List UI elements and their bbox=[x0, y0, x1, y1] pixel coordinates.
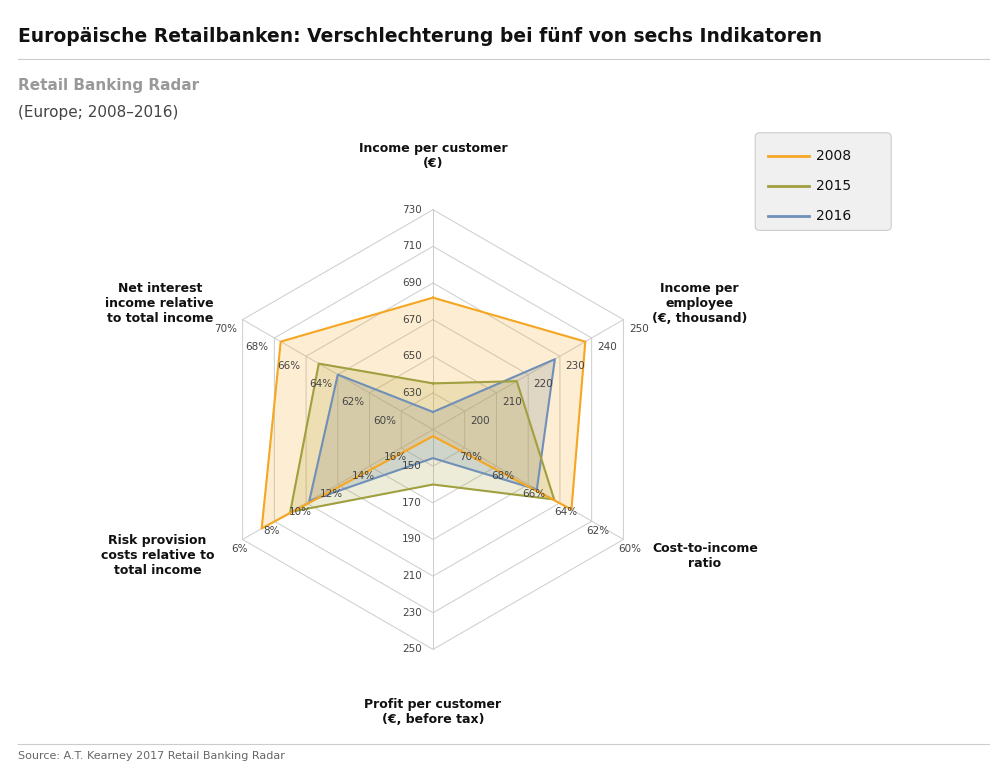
Text: 70%: 70% bbox=[459, 452, 482, 462]
Text: 68%: 68% bbox=[246, 343, 269, 352]
Text: 200: 200 bbox=[470, 415, 489, 426]
Text: 12%: 12% bbox=[320, 489, 343, 499]
Text: Income per customer
(€): Income per customer (€) bbox=[358, 142, 508, 170]
Text: Net interest
income relative
to total income: Net interest income relative to total in… bbox=[106, 282, 214, 325]
Text: 62%: 62% bbox=[586, 526, 609, 536]
Text: 8%: 8% bbox=[264, 526, 280, 536]
Text: Profit per customer
(€, before tax): Profit per customer (€, before tax) bbox=[365, 697, 501, 726]
Text: 690: 690 bbox=[402, 278, 422, 288]
Text: 710: 710 bbox=[402, 241, 422, 251]
Text: 16%: 16% bbox=[384, 452, 407, 462]
Text: 250: 250 bbox=[629, 324, 649, 334]
Text: 2008: 2008 bbox=[816, 149, 851, 163]
Text: 210: 210 bbox=[501, 398, 522, 408]
Text: 68%: 68% bbox=[491, 471, 515, 480]
Text: Europäische Retailbanken: Verschlechterung bei fünf von sechs Indikatoren: Europäische Retailbanken: Verschlechteru… bbox=[18, 27, 823, 46]
Text: 220: 220 bbox=[534, 379, 554, 389]
Text: Income per
employee
(€, thousand): Income per employee (€, thousand) bbox=[652, 282, 747, 325]
Polygon shape bbox=[309, 359, 555, 501]
Text: 170: 170 bbox=[402, 497, 422, 508]
Text: 210: 210 bbox=[402, 571, 422, 581]
Text: 10%: 10% bbox=[289, 508, 311, 517]
Text: 64%: 64% bbox=[555, 508, 578, 517]
Text: 60%: 60% bbox=[618, 544, 640, 554]
Text: 230: 230 bbox=[402, 608, 422, 618]
Polygon shape bbox=[290, 364, 554, 512]
Text: 70%: 70% bbox=[214, 324, 237, 334]
Text: 190: 190 bbox=[402, 534, 422, 544]
Text: (Europe; 2008–2016): (Europe; 2008–2016) bbox=[18, 105, 178, 120]
Text: 60%: 60% bbox=[373, 415, 396, 426]
Text: 730: 730 bbox=[402, 205, 422, 215]
Text: 66%: 66% bbox=[278, 361, 300, 371]
Text: 14%: 14% bbox=[351, 471, 375, 480]
Text: 64%: 64% bbox=[309, 379, 332, 389]
Text: 630: 630 bbox=[402, 388, 422, 398]
Text: 62%: 62% bbox=[341, 398, 365, 408]
Text: Risk provision
costs relative to
total income: Risk provision costs relative to total i… bbox=[101, 534, 214, 577]
Text: 2016: 2016 bbox=[816, 209, 851, 223]
Text: 150: 150 bbox=[402, 462, 422, 471]
Text: 6%: 6% bbox=[232, 544, 248, 554]
Text: Cost-to-income
ratio: Cost-to-income ratio bbox=[652, 542, 758, 570]
Text: Retail Banking Radar: Retail Banking Radar bbox=[18, 78, 199, 93]
Text: 2015: 2015 bbox=[816, 179, 851, 193]
Text: 66%: 66% bbox=[523, 489, 546, 499]
Polygon shape bbox=[262, 298, 585, 529]
Text: 650: 650 bbox=[402, 351, 422, 362]
Text: 230: 230 bbox=[566, 361, 585, 371]
Text: 670: 670 bbox=[402, 315, 422, 325]
Text: 240: 240 bbox=[597, 343, 617, 352]
Text: Source: A.T. Kearney 2017 Retail Banking Radar: Source: A.T. Kearney 2017 Retail Banking… bbox=[18, 751, 285, 761]
Text: 250: 250 bbox=[402, 644, 422, 654]
